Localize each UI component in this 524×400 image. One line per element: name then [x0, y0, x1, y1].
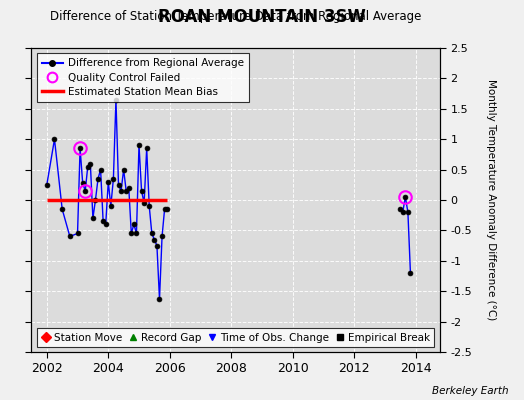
Y-axis label: Monthly Temperature Anomaly Difference (°C): Monthly Temperature Anomaly Difference (… — [486, 79, 496, 321]
Title: Difference of Station Temperature Data from Regional Average: Difference of Station Temperature Data f… — [50, 10, 421, 23]
Legend: Station Move, Record Gap, Time of Obs. Change, Empirical Break: Station Move, Record Gap, Time of Obs. C… — [37, 328, 434, 347]
Text: ROAN MOUNTAIN 3SW: ROAN MOUNTAIN 3SW — [158, 8, 366, 26]
Text: Berkeley Earth: Berkeley Earth — [432, 386, 508, 396]
